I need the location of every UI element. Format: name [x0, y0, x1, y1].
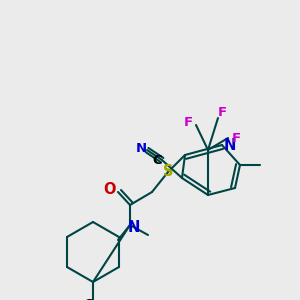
- Text: O: O: [104, 182, 116, 196]
- Text: N: N: [135, 142, 147, 155]
- Text: F: F: [183, 116, 193, 130]
- Text: C: C: [83, 298, 93, 300]
- Text: N: N: [224, 137, 236, 152]
- Text: N: N: [128, 220, 140, 235]
- Text: S: S: [163, 164, 173, 179]
- Text: F: F: [218, 106, 226, 119]
- Text: F: F: [231, 131, 241, 145]
- Text: C: C: [152, 154, 162, 167]
